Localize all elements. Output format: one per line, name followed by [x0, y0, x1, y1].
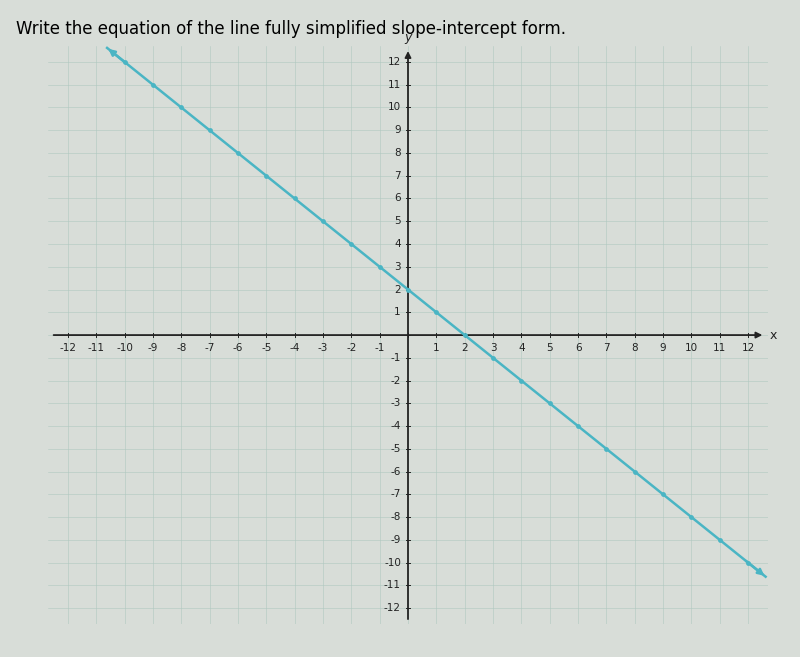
Text: -2: -2: [390, 376, 401, 386]
Point: [118, 57, 131, 67]
Text: -2: -2: [346, 343, 357, 353]
Text: -4: -4: [390, 421, 401, 431]
Text: -10: -10: [116, 343, 133, 353]
Text: 9: 9: [394, 125, 401, 135]
Text: 7: 7: [603, 343, 610, 353]
Point: [430, 307, 442, 317]
Text: -9: -9: [148, 343, 158, 353]
Text: 11: 11: [388, 79, 401, 90]
Point: [486, 353, 499, 363]
Text: y: y: [404, 31, 412, 44]
Text: -11: -11: [384, 580, 401, 591]
Text: 10: 10: [685, 343, 698, 353]
Text: -5: -5: [261, 343, 271, 353]
Text: 11: 11: [713, 343, 726, 353]
Text: 5: 5: [546, 343, 553, 353]
Text: 1: 1: [394, 307, 401, 317]
Text: 1: 1: [433, 343, 440, 353]
Point: [742, 557, 754, 568]
Text: 3: 3: [490, 343, 496, 353]
Text: -6: -6: [390, 466, 401, 476]
Text: 4: 4: [394, 239, 401, 249]
Text: -5: -5: [390, 444, 401, 454]
Point: [175, 102, 188, 113]
Point: [458, 330, 471, 340]
Point: [231, 148, 244, 158]
Point: [714, 535, 726, 545]
Text: -12: -12: [59, 343, 76, 353]
Point: [402, 284, 414, 295]
Text: 7: 7: [394, 171, 401, 181]
Text: 8: 8: [394, 148, 401, 158]
Text: 6: 6: [574, 343, 582, 353]
Point: [260, 170, 273, 181]
Text: -8: -8: [176, 343, 186, 353]
Point: [374, 261, 386, 272]
Text: 10: 10: [388, 102, 401, 112]
Text: 2: 2: [462, 343, 468, 353]
Point: [345, 238, 358, 249]
Text: 2: 2: [394, 284, 401, 294]
Point: [657, 489, 670, 500]
Text: 3: 3: [394, 261, 401, 272]
Text: -6: -6: [233, 343, 243, 353]
Text: -3: -3: [390, 398, 401, 409]
Point: [203, 125, 216, 135]
Text: x: x: [770, 328, 777, 342]
Text: Write the equation of the line fully simplified slope-intercept form.: Write the equation of the line fully sim…: [16, 20, 566, 37]
Text: -3: -3: [318, 343, 328, 353]
Text: 8: 8: [631, 343, 638, 353]
Point: [317, 216, 330, 227]
Text: -7: -7: [390, 489, 401, 499]
Point: [146, 79, 159, 90]
Text: 12: 12: [388, 57, 401, 67]
Text: 9: 9: [660, 343, 666, 353]
Text: -8: -8: [390, 512, 401, 522]
Point: [600, 443, 613, 454]
Text: -7: -7: [204, 343, 214, 353]
Point: [515, 375, 528, 386]
Text: 6: 6: [394, 194, 401, 204]
Point: [572, 421, 585, 432]
Text: -11: -11: [88, 343, 105, 353]
Point: [288, 193, 301, 204]
Text: 4: 4: [518, 343, 525, 353]
Text: -9: -9: [390, 535, 401, 545]
Text: -12: -12: [384, 603, 401, 613]
Text: 5: 5: [394, 216, 401, 226]
Text: 12: 12: [742, 343, 754, 353]
Point: [628, 466, 641, 477]
Point: [685, 512, 698, 522]
Point: [543, 398, 556, 409]
Text: -1: -1: [374, 343, 385, 353]
Text: -4: -4: [290, 343, 300, 353]
Text: -10: -10: [384, 558, 401, 568]
Text: -1: -1: [390, 353, 401, 363]
